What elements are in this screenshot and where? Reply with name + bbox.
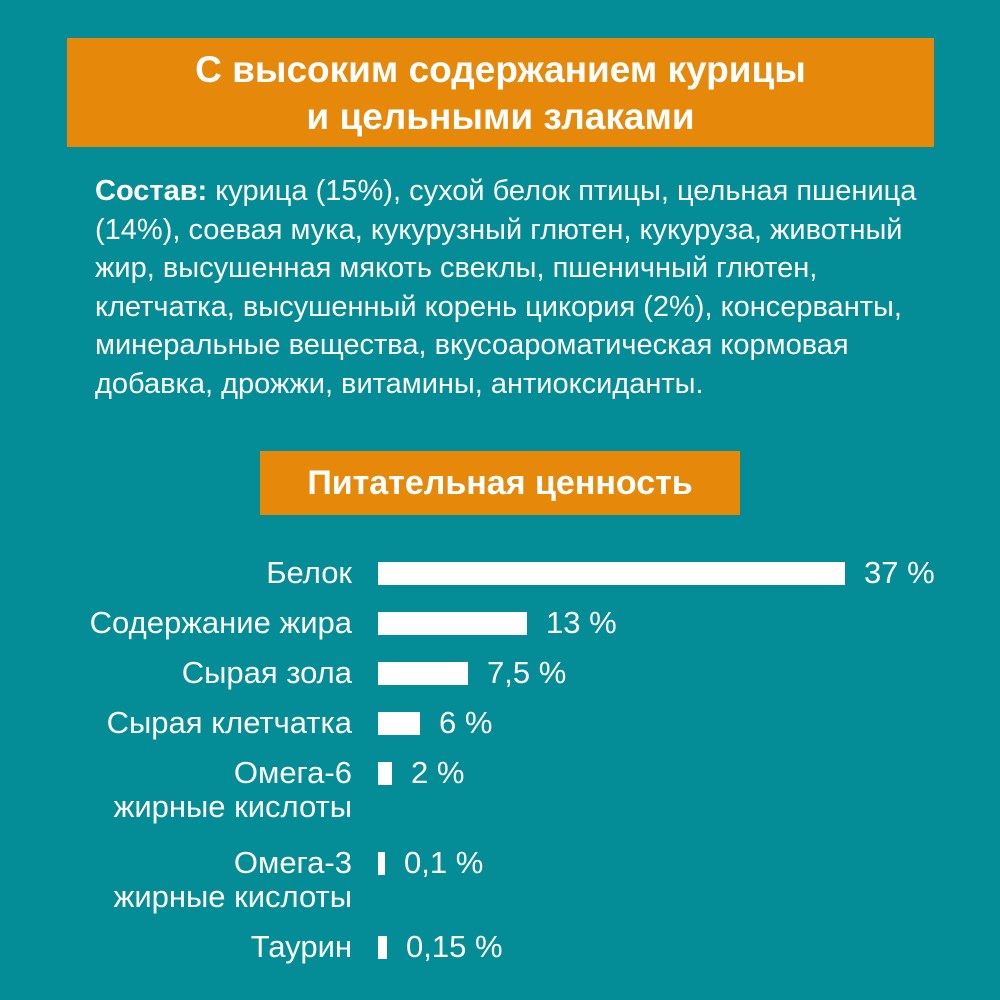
row-label: Сырая клетчатка: [106, 705, 352, 740]
value-label: 0,15 %: [406, 929, 503, 964]
chart-row-omega3: Омега-3 жирные кислоты 0,1 %: [0, 846, 1000, 914]
bar-cell: 7,5 %: [378, 656, 566, 690]
bar-cell: 0,15 %: [378, 930, 503, 964]
value-label: 37 %: [864, 555, 935, 590]
bar-cell: 6 %: [378, 706, 492, 740]
nutrient-bar: [378, 851, 385, 875]
nutrient-bar: [378, 761, 392, 785]
composition-line: минеральные вещества, вкусоароматическая…: [95, 329, 849, 362]
composition-line: (14%), соевая мука, кукурузный глютен, к…: [95, 213, 903, 246]
composition-line: добавка, дрожжи, витамины, антиоксиданты…: [95, 367, 704, 400]
value-label: 6 %: [439, 705, 493, 740]
bar-cell: 13 %: [378, 606, 617, 640]
header-title-line1: С высоким содержанием курицы: [195, 48, 806, 90]
row-label: Омега-3 жирные кислоты: [113, 845, 352, 914]
bar-cell: 0,1 %: [378, 846, 483, 880]
value-label: 7,5 %: [487, 655, 567, 690]
row-label: Таурин: [250, 929, 352, 964]
nutrient-bar: [378, 711, 420, 735]
composition-label: Состав:: [95, 175, 208, 207]
chart-row-taurine: Таурин 0,15 %: [0, 930, 1000, 964]
bar-cell: 2 %: [378, 756, 464, 790]
row-label: Сырая зола: [181, 655, 352, 690]
value-label: 13 %: [546, 605, 617, 640]
chart-row-omega6: Омега-6 жирные кислоты 2 %: [0, 756, 1000, 824]
section-title: Питательная ценность: [307, 463, 693, 502]
value-label: 0,1 %: [404, 845, 484, 880]
chart-row-protein: Белок 37 %: [0, 556, 1000, 590]
row-label: Белок: [266, 555, 352, 590]
nutrient-bar: [378, 661, 468, 685]
nutrition-bar-chart: Белок 37 % Содержание жира 13 % Сырая зо…: [0, 556, 1000, 980]
composition-line: клетчатка, высушенный корень цикория (2%…: [95, 290, 902, 323]
nutrient-bar: [378, 561, 845, 585]
header-title-line2: и цельными злаками: [306, 95, 695, 137]
bar-cell: 37 %: [378, 556, 935, 590]
composition-paragraph: Состав: курица (15%), сухой белок птицы,…: [95, 172, 925, 404]
nutrition-value-banner: Питательная ценность: [260, 451, 740, 515]
nutrient-bar: [378, 611, 527, 635]
composition-line-text: курица (15%), сухой белок птицы, цельная…: [207, 175, 917, 207]
chart-row-fiber: Сырая клетчатка 6 %: [0, 706, 1000, 740]
chart-row-fat: Содержание жира 13 %: [0, 606, 1000, 640]
row-label: Омега-6 жирные кислоты: [113, 755, 352, 824]
composition-line: Состав: курица (15%), сухой белок птицы,…: [95, 172, 925, 211]
row-label: Содержание жира: [89, 605, 352, 640]
nutrient-bar: [378, 935, 387, 959]
value-label: 2 %: [411, 755, 465, 790]
chart-row-ash: Сырая зола 7,5 %: [0, 656, 1000, 690]
composition-line: жир, высушенная мякоть свеклы, пшеничный…: [95, 252, 818, 285]
header-banner: С высоким содержанием курицы и цельными …: [67, 38, 934, 147]
